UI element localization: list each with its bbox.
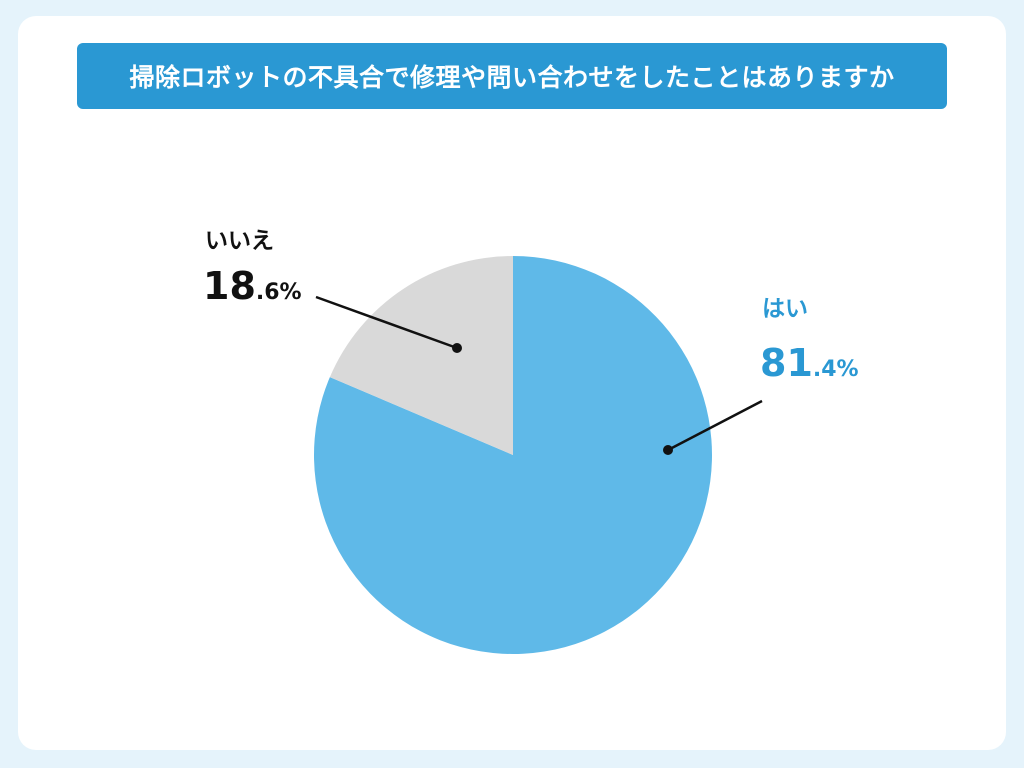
- leader-dot-no: [452, 343, 462, 353]
- leader-dot-yes: [663, 445, 673, 455]
- slice-label-yes: はい: [762, 296, 808, 322]
- title-bar: 掃除ロボットの不具合で修理や問い合わせをしたことはありますか: [77, 43, 947, 109]
- slice-value-yes-int: 81: [760, 341, 813, 385]
- slice-label-no: いいえ: [205, 228, 274, 254]
- pie-slice-no: [329, 256, 513, 455]
- leader-line-yes: [667, 399, 763, 452]
- slice-value-no-dec: .6%: [256, 280, 302, 305]
- chart-title: 掃除ロボットの不具合で修理や問い合わせをしたことはありますか: [129, 63, 895, 92]
- slice-value-yes-dec: .4%: [813, 357, 859, 382]
- leader-line-no: [315, 295, 458, 350]
- slice-value-no-int: 18: [203, 264, 256, 308]
- slice-value-yes: 81.4%: [760, 341, 859, 385]
- pie-slice-yes: [313, 256, 712, 655]
- pie-slices: [313, 256, 712, 655]
- slice-value-no: 18.6%: [203, 264, 302, 308]
